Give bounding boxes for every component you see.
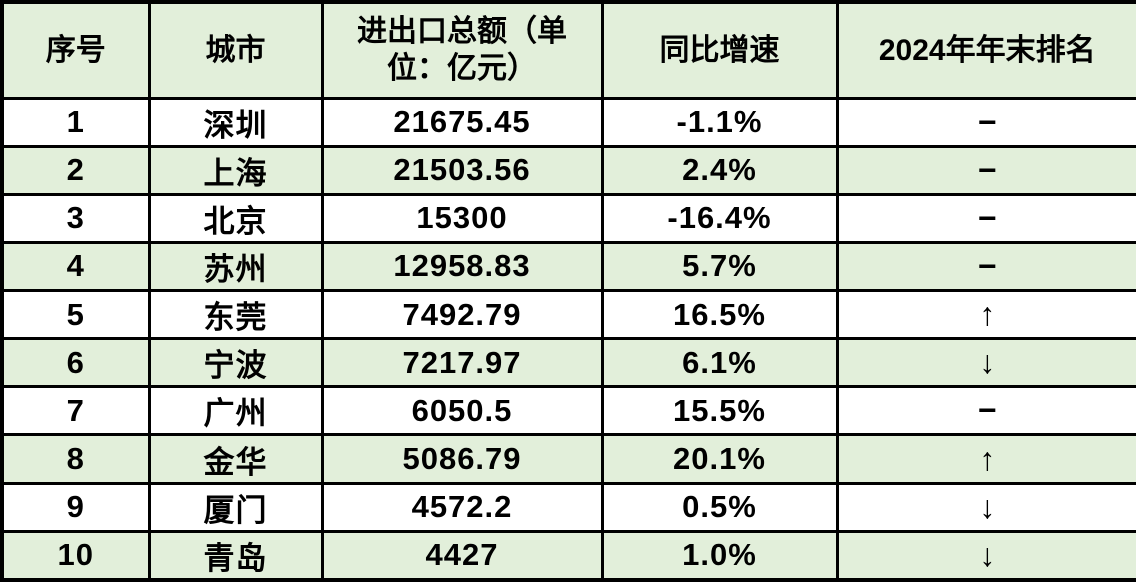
cell-total: 21503.56 [320,144,604,196]
cell-city: 上海 [147,144,324,196]
cell-growth: 16.5% [600,289,839,341]
cell-index: 4 [0,240,151,293]
cell-index: 2 [0,144,151,196]
cell-index: 9 [0,481,151,533]
cell-rank-change: − [835,192,1136,244]
cell-city: 北京 [147,192,324,244]
column-header-rank-change: 2024年年末排名 [835,0,1136,100]
cell-index: 6 [0,337,151,389]
cell-total: 6050.5 [320,385,604,437]
cell-rank-change: ↑ [835,433,1136,485]
cell-city: 东莞 [147,289,324,341]
cell-city: 金华 [147,433,324,485]
column-header-growth: 同比增速 [600,0,839,100]
table-row: 2 上海 21503.56 2.4% − [0,144,1136,196]
cell-total: 12958.83 [320,240,604,293]
table-row: 9 厦门 4572.2 0.5% ↓ [0,481,1136,533]
cell-total: 7492.79 [320,289,604,341]
column-header-city: 城市 [147,0,324,100]
cell-city: 苏州 [147,240,324,293]
cell-growth: 15.5% [600,385,839,437]
cell-rank-change: − [835,96,1136,148]
cell-growth: 6.1% [600,337,839,389]
cell-city: 深圳 [147,96,324,148]
cell-total: 5086.79 [320,433,604,485]
cell-index: 5 [0,289,151,341]
cell-rank-change: − [835,385,1136,437]
cell-growth: 0.5% [600,481,839,533]
cell-rank-change: ↓ [835,481,1136,533]
cell-rank-change: ↑ [835,289,1136,341]
table-row: 8 金华 5086.79 20.1% ↑ [0,433,1136,485]
cell-total: 21675.45 [320,96,604,148]
cell-rank-change: − [835,240,1136,293]
cell-index: 1 [0,96,151,148]
cell-growth: -1.1% [600,96,839,148]
table-row: 7 广州 6050.5 15.5% − [0,385,1136,437]
table-row: 4 苏州 12958.83 5.7% − [0,240,1136,293]
cell-rank-change: ↓ [835,337,1136,389]
cell-index: 7 [0,385,151,437]
table-row: 10 青岛 4427 1.0% ↓ [0,529,1136,582]
cell-rank-change: ↓ [835,529,1136,582]
table-row: 1 深圳 21675.45 -1.1% − [0,96,1136,148]
column-header-index: 序号 [0,0,151,100]
cell-index: 8 [0,433,151,485]
cell-city: 宁波 [147,337,324,389]
cell-total: 4427 [320,529,604,582]
cell-total: 4572.2 [320,481,604,533]
column-header-total: 进出口总额（单位：亿元） [320,0,604,100]
cell-total: 15300 [320,192,604,244]
cell-growth: 5.7% [600,240,839,293]
cell-growth: 1.0% [600,529,839,582]
cell-growth: 2.4% [600,144,839,196]
cell-city: 广州 [147,385,324,437]
cell-city: 厦门 [147,481,324,533]
cell-growth: 20.1% [600,433,839,485]
table-row: 5 东莞 7492.79 16.5% ↑ [0,289,1136,341]
cell-city: 青岛 [147,529,324,582]
table-row: 6 宁波 7217.97 6.1% ↓ [0,337,1136,389]
cell-total: 7217.97 [320,337,604,389]
cell-index: 3 [0,192,151,244]
cell-rank-change: − [835,144,1136,196]
header-row: 序号 城市 进出口总额（单位：亿元） 同比增速 2024年年末排名 [0,0,1136,100]
table-row: 3 北京 15300 -16.4% − [0,192,1136,244]
cell-growth: -16.4% [600,192,839,244]
cell-index: 10 [0,529,151,582]
table-body: 1 深圳 21675.45 -1.1% −2 上海 21503.56 2.4% −3 北京 1530… [0,96,1136,582]
